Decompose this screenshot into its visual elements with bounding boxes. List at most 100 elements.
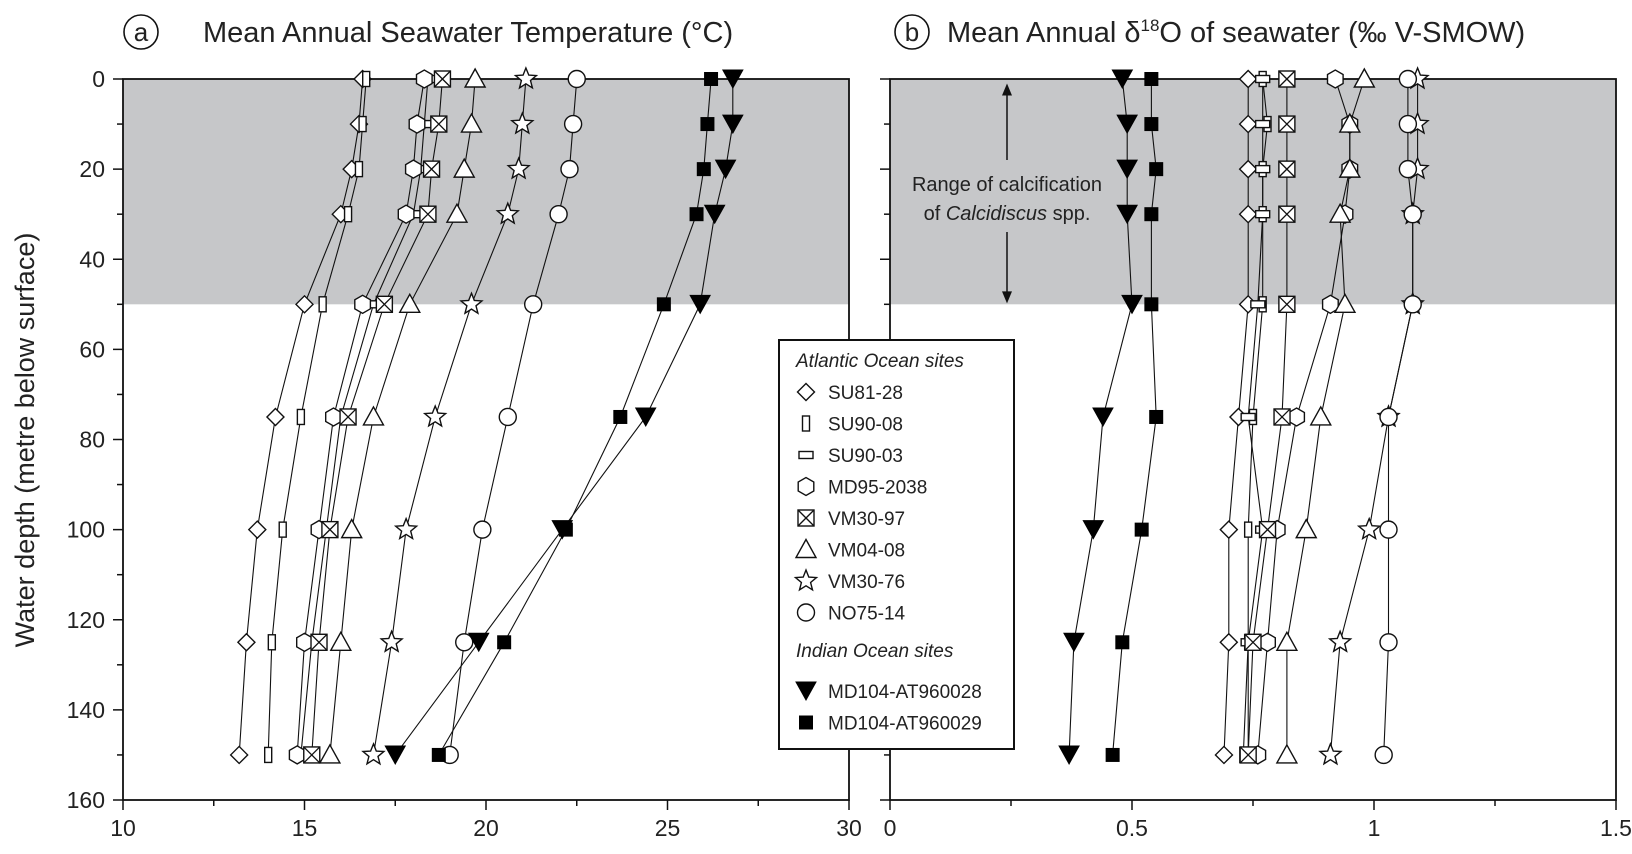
data-point-md104-at960029 [1149, 409, 1164, 424]
data-point-su90-08 [362, 70, 371, 88]
data-point-vm30-97 [1278, 70, 1296, 88]
data-point-su81-28 [1219, 520, 1239, 540]
data-point-md95-2038 [1258, 632, 1277, 653]
data-point-vm04-08 [362, 405, 385, 426]
data-point-vm30-97 [422, 160, 441, 178]
legend-marker-vm30-97 [797, 509, 815, 527]
panel-letter-circle [123, 14, 159, 50]
data-point-su90-08 [1243, 521, 1253, 538]
legend-atlantic-title: Atlantic Ocean sites [795, 351, 964, 372]
data-point-vm30-97 [1273, 408, 1291, 426]
x-tick-label: 0 [884, 815, 897, 841]
data-point-no75-14 [1398, 69, 1418, 89]
arrow-head-down [1002, 291, 1012, 304]
data-point-su81-28 [1238, 204, 1258, 224]
legend-marker-su90-03 [798, 450, 814, 460]
data-point-no75-14 [1403, 295, 1422, 314]
panel-letter-circle [894, 14, 930, 50]
panel-title: Mean Annual Seawater Temperature (°C) [203, 17, 733, 49]
data-point-vm30-76 [379, 629, 404, 653]
data-point-vm30-97 [310, 633, 328, 651]
data-point-md104-at960029 [704, 72, 719, 86]
data-point-vm04-08 [460, 112, 483, 133]
panel-letter: b [905, 17, 919, 47]
data-point-md104-at960028 [1111, 69, 1134, 90]
data-point-su81-28 [1214, 745, 1234, 765]
data-point-md104-at960028 [1058, 745, 1080, 765]
legend-label-vm04-08: VM04-08 [828, 541, 905, 562]
data-point-md95-2038 [1288, 407, 1306, 427]
data-point-vm30-97 [1278, 205, 1296, 223]
legend-marker-su81-28 [796, 382, 816, 402]
legend-marker-md95-2038 [797, 476, 815, 497]
data-point-no75-14 [498, 407, 517, 427]
data-point-md104-at960029 [1115, 635, 1130, 650]
y-tick-label: 160 [67, 787, 105, 813]
data-point-su90-03 [1250, 300, 1266, 309]
legend-marker-vm30-76 [793, 568, 819, 592]
data-point-md104-at960028 [1121, 294, 1143, 315]
data-point-md104-at960029 [1144, 297, 1159, 312]
x-tick-label: 15 [292, 815, 318, 841]
x-tick-label: 20 [473, 815, 499, 841]
data-point-su81-28 [1238, 69, 1258, 89]
data-point-no75-14 [1379, 633, 1398, 652]
data-point-vm04-08 [1333, 292, 1357, 314]
data-point-md95-2038 [325, 407, 342, 427]
legend-label-vm30-76: VM30-76 [828, 572, 905, 593]
data-point-vm04-08 [340, 518, 363, 539]
data-point-md104-at960028 [1082, 520, 1105, 540]
panel-letter: a [134, 17, 149, 47]
data-point-vm30-97 [1278, 115, 1296, 133]
legend: Atlantic Ocean sites SU81-28 SU90-08 SU90-0… [778, 339, 1015, 750]
data-point-vm30-97 [1258, 520, 1277, 539]
x-tick-label: 1.5 [1600, 815, 1632, 841]
data-point-md104-at960029 [1144, 72, 1159, 86]
data-point-vm30-76 [506, 156, 531, 180]
data-point-no75-14 [1403, 204, 1422, 224]
data-point-su90-08 [343, 205, 353, 223]
legend-marker-md104-at960029 [799, 715, 813, 730]
data-point-md104-at960029 [1144, 207, 1159, 222]
data-point-md95-2038 [288, 745, 306, 765]
y-axis-label: Water depth (metre below surface) [10, 233, 40, 648]
data-point-vm04-08 [318, 743, 342, 764]
data-point-vm04-08 [1328, 202, 1352, 223]
data-point-su90-08 [267, 634, 277, 651]
data-point-md104-at960028 [1063, 632, 1085, 653]
data-point-su81-28 [295, 294, 314, 314]
x-tick-label: 25 [655, 815, 681, 841]
data-point-md104-at960029 [558, 522, 573, 537]
y-tick-label: 100 [67, 517, 105, 543]
data-point-su90-08 [318, 296, 327, 313]
data-point-vm30-97 [1244, 633, 1262, 651]
data-point-no75-14 [455, 633, 474, 652]
data-point-vm30-97 [430, 115, 448, 133]
panel-title: Mean Annual δ18O of seawater (‰ V-SMOW) [947, 16, 1525, 49]
data-point-md104-at960029 [613, 409, 628, 424]
x-tick-label: 10 [110, 815, 136, 841]
data-point-vm30-97 [375, 295, 394, 314]
data-point-md104-at960029 [1144, 117, 1159, 132]
legend-label-md104-at960029: MD104-AT960029 [828, 714, 982, 735]
data-point-vm04-08 [1275, 630, 1299, 651]
data-point-md104-at960029 [1149, 162, 1164, 177]
x-tick-label: 0.5 [1116, 815, 1148, 841]
data-point-md104-at960029 [497, 635, 512, 650]
data-point-no75-14 [549, 204, 568, 224]
y-tick-label: 120 [67, 607, 105, 633]
legend-label-vm30-97: VM30-97 [828, 509, 905, 530]
data-point-vm04-08 [445, 202, 469, 223]
data-point-su81-28 [247, 520, 267, 540]
legend-marker-su90-08 [801, 415, 811, 432]
data-point-su90-03 [1254, 119, 1271, 129]
data-point-md95-2038 [296, 632, 313, 653]
data-point-no75-14 [563, 114, 583, 134]
data-point-vm04-08 [1309, 405, 1332, 426]
data-point-vm30-76 [361, 741, 386, 766]
data-point-su81-28 [1238, 159, 1258, 179]
y-tick-label: 0 [92, 66, 105, 92]
data-point-su90-03 [1240, 412, 1256, 422]
data-point-su81-28 [265, 407, 285, 427]
